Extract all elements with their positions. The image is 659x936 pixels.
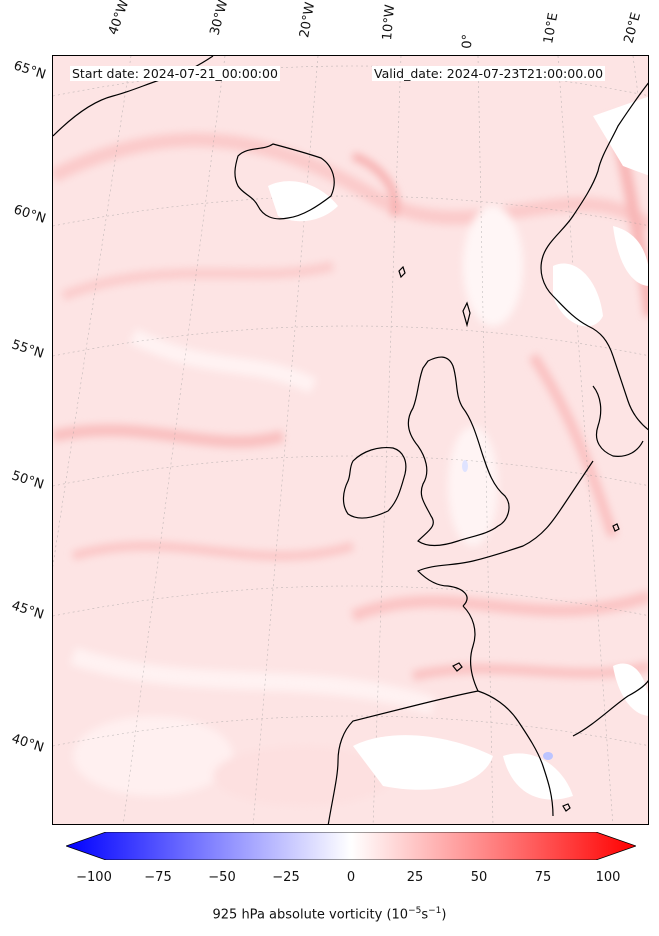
lat-label-65n: 65°N [11,58,48,83]
negative-vorticity-spot [543,752,553,760]
colorbar-tick: 75 [534,870,552,885]
coast-great-britain [407,356,510,547]
colorbar [66,832,636,860]
coastlines [53,56,648,824]
coast-norway [540,82,648,357]
coast-island-1 [452,662,463,672]
colorbar-tick: −75 [144,870,172,885]
lon-label-30w: 30°W [207,0,232,37]
colorbar-tick: −25 [272,870,300,885]
coast-iberia-west [327,690,479,824]
valid-date-label: Valid_date: 2024-07-23T21:00:00.00 [372,66,606,81]
lat-label-55n: 55°N [9,337,46,362]
lon-label-40w: 40°W [105,0,133,37]
vorticity-map [52,55,649,825]
coast-biscay [462,605,479,692]
coast-med [572,680,648,737]
colorbar-tick: 50 [470,870,488,885]
coast-iberia-east [477,690,554,817]
negative-vorticity-spot-2 [462,460,468,472]
near-zero-areas [268,96,648,800]
colorbar-tick: 100 [595,870,621,885]
colorbar-tick: 25 [406,870,424,885]
lon-label-10w: 10°W [380,3,399,41]
lat-label-40n: 40°N [9,731,46,756]
graticule [53,56,648,824]
coast-north-europe [416,460,594,607]
colorbar-tick: −50 [208,870,236,885]
coast-faroe [398,265,406,279]
lat-label-60n: 60°N [11,202,48,227]
map-canvas [53,56,648,824]
coast-shetland [462,301,471,328]
start-date-label: Start date: 2024-07-21_00:00:00 [70,66,280,81]
lon-label-20w: 20°W [297,1,319,40]
lon-label-20e: 20°E [621,10,645,46]
lat-label-45n: 45°N [9,598,46,623]
coast-island-3 [612,523,620,532]
colorbar-label: 925 hPa absolute vorticity (10−5s−1) [212,906,447,923]
colorbar-tick: 0 [346,870,356,885]
lon-label-0: 0° [460,33,476,49]
field-background [53,56,648,824]
coast-island-2 [562,803,571,812]
lon-label-10e: 10°E [541,11,562,45]
colorbar-tick: −100 [76,870,112,885]
lat-label-50n: 50°N [9,468,46,493]
colorbar-bar [66,832,636,860]
coast-iceland [234,143,335,220]
coast-denmark [592,385,644,457]
coast-ireland [342,446,407,519]
coast-sweden [612,355,648,431]
